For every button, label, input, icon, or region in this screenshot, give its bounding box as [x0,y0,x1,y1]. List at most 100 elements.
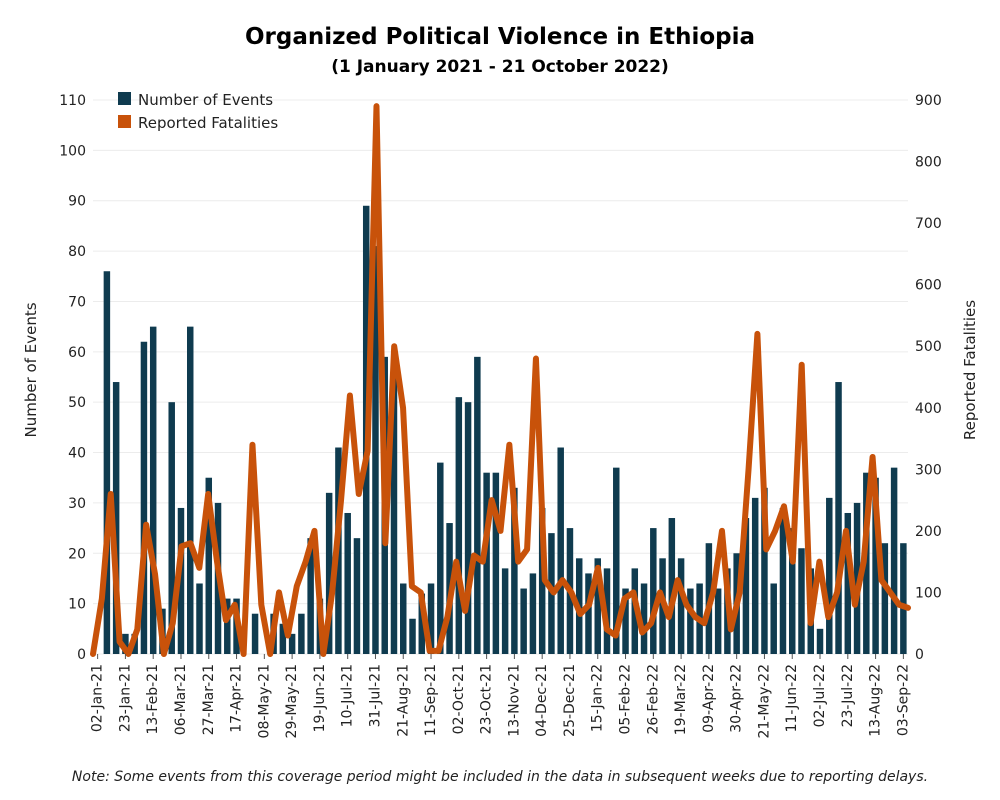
x-tick-label: 21-Aug-21 [395,664,411,737]
bar [103,271,111,654]
bar [557,447,564,654]
bar [770,583,777,654]
y-left-tick-label: 60 [68,345,86,361]
bar [122,633,129,654]
bar [622,588,629,654]
x-tick-label: 06-Mar-21 [173,664,189,735]
y-axis-left-label: Number of Events [22,302,40,437]
y-left-tick-label: 50 [68,395,86,411]
y-left-tick-label: 80 [68,244,86,260]
y-axis-left: 0 10 20 30 40 50 60 70 80 90 100 110 [59,93,86,663]
x-tick-label: 29-May-21 [284,664,300,738]
y-right-tick-label: 700 [915,216,942,232]
y-left-tick-label: 100 [59,143,86,159]
bar [418,593,426,654]
bar [640,583,648,654]
y-left-tick-label: 10 [68,597,86,613]
bar [594,558,601,654]
legend-swatch-events [118,92,131,105]
x-tick-label: 21-May-22 [756,664,772,738]
bar [307,538,314,654]
bar [205,477,213,654]
bar [224,598,231,654]
bar [483,472,490,654]
y-right-tick-label: 200 [915,524,942,540]
bar [650,528,657,654]
bar [455,397,463,654]
bar [474,356,481,654]
x-tick-label: 08-May-21 [256,664,272,738]
y-left-tick-label: 70 [68,294,86,310]
bar [687,588,694,654]
bar [751,497,759,654]
x-tick-label: 13-Feb-21 [145,664,161,735]
y-left-tick-label: 90 [68,194,86,210]
bar [511,487,518,654]
bar [761,487,768,654]
x-axis: 02-Jan-21 23-Jan-21 13-Feb-21 06-Mar-21 27-M… [90,654,911,738]
bar [288,633,296,654]
bar [149,326,157,654]
legend-label-events: Number of Events [138,91,273,109]
bar [779,507,787,654]
x-tick-label: 31-Jul-21 [367,664,383,727]
x-tick-label: 13-Nov-21 [506,664,522,737]
bar [613,467,620,654]
bar [325,492,333,654]
bar [168,402,175,654]
bar [585,573,592,654]
x-tick-label: 10-Jul-21 [340,664,356,727]
y-axis-right: 0 100 200 300 400 500 600 700 800 900 [915,93,942,663]
x-tick-label: 23-Jan-21 [117,664,133,732]
bar [177,507,185,654]
x-tick-label: 17-Apr-21 [229,664,245,733]
y-left-tick-label: 40 [68,446,86,462]
bar [677,558,685,654]
bar [742,518,750,654]
bar [520,588,527,654]
y-right-tick-label: 100 [915,585,942,601]
bar-series [103,205,907,655]
x-tick-label: 04-Dec-21 [534,664,550,737]
bar [251,613,259,654]
y-left-tick-label: 0 [77,647,86,663]
x-tick-label: 23-Jul-22 [840,664,856,727]
bar [372,246,379,655]
bar [298,613,305,654]
bar [816,628,824,654]
bar [344,512,351,654]
y-right-tick-label: 300 [915,462,942,478]
line-series [90,103,911,657]
bar [668,518,676,654]
bar [872,477,879,654]
y-right-tick-label: 900 [915,93,942,109]
bar [501,568,509,654]
bar [853,502,861,654]
x-tick-label: 15-Jan-22 [590,664,606,732]
x-tick-label: 09-Apr-22 [701,664,717,733]
y-axis-right-label: Reported Fatalities [961,300,979,440]
bar [844,512,852,654]
bar [798,548,805,654]
bar [427,583,435,654]
x-tick-label: 26-Feb-22 [645,664,661,735]
y-right-tick-label: 800 [915,155,942,171]
x-tick-label: 19-Mar-22 [673,664,689,735]
x-tick-label: 27-Mar-21 [201,664,217,735]
x-tick-label: 03-Sep-22 [895,664,911,736]
bar [437,462,444,654]
bar [881,543,889,654]
bar [788,528,796,654]
bar [826,497,833,654]
y-right-tick-label: 400 [915,401,942,417]
bar [140,341,148,654]
bar [900,543,907,654]
legend-swatch-fatalities [118,115,131,128]
x-tick-label: 02-Oct-21 [451,664,467,734]
bar [714,588,722,654]
y-right-tick-label: 600 [915,278,942,294]
bar [112,382,120,654]
x-tick-label: 13-Aug-22 [868,664,884,737]
